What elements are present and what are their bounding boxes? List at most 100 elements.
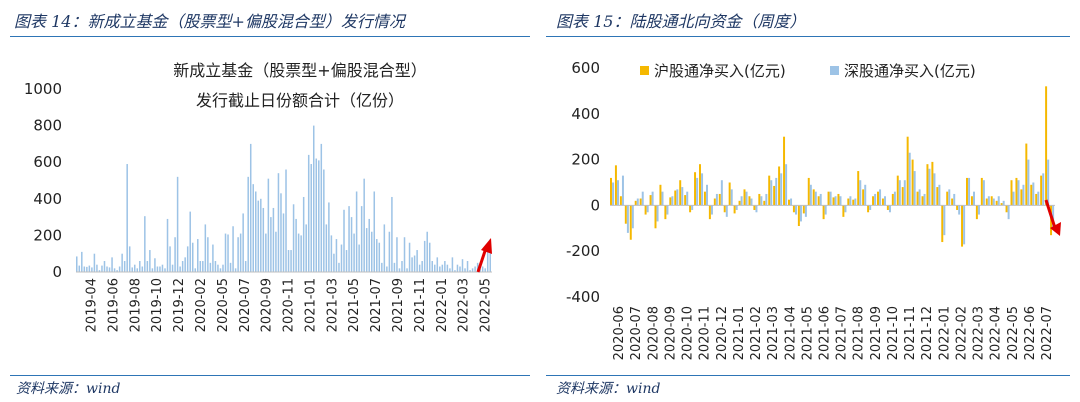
bar xyxy=(103,261,106,272)
x-tick-label: 2020-08 xyxy=(646,306,661,360)
sh-bar xyxy=(1020,189,1023,206)
bar xyxy=(330,235,333,272)
sh-bar xyxy=(788,199,790,206)
sh-bar xyxy=(659,184,662,206)
bar xyxy=(96,264,98,272)
sz-bar xyxy=(869,205,872,210)
sz-bar xyxy=(879,189,882,206)
bar xyxy=(474,266,476,272)
sh-bar xyxy=(822,205,825,220)
sh-bar xyxy=(753,205,756,210)
sh-bar xyxy=(857,171,860,206)
y-tick-label: 800 xyxy=(33,117,62,135)
bar xyxy=(154,258,156,272)
bar xyxy=(378,242,381,272)
sh-bar xyxy=(956,205,959,210)
sz-bar xyxy=(918,189,921,206)
bar xyxy=(365,228,368,272)
sz-bar xyxy=(691,205,694,210)
sz-bar xyxy=(799,205,802,222)
bar xyxy=(78,265,81,272)
sz-bar xyxy=(829,191,832,206)
legend-swatch xyxy=(830,66,839,75)
sz-bar xyxy=(854,198,857,206)
sz-bar xyxy=(720,180,723,206)
sz-bar xyxy=(725,205,728,217)
bar xyxy=(123,261,126,272)
sz-bar xyxy=(676,189,679,206)
sz-bar xyxy=(795,205,797,215)
y-tick-label: 1000 xyxy=(24,80,62,98)
bar xyxy=(287,250,290,272)
sh-bar xyxy=(748,196,751,206)
bar xyxy=(171,264,174,272)
bar xyxy=(118,266,121,272)
sh-bar xyxy=(733,205,736,214)
bar xyxy=(449,268,451,272)
sz-bar xyxy=(844,205,847,213)
bar xyxy=(255,191,257,272)
bar xyxy=(249,143,252,272)
bar xyxy=(350,217,353,272)
sz-bar xyxy=(750,198,753,206)
legend-label: 深股通净买入(亿元) xyxy=(844,62,976,80)
sz-bar xyxy=(706,184,708,206)
sz-bar xyxy=(809,184,812,206)
sh-bar xyxy=(817,196,820,206)
bar xyxy=(146,261,149,272)
sh-bar xyxy=(852,199,855,206)
sh-bar xyxy=(768,175,771,206)
sz-bar xyxy=(963,205,966,245)
bar xyxy=(214,261,217,272)
bar xyxy=(370,231,373,272)
bar xyxy=(398,268,401,272)
bar xyxy=(262,207,265,272)
sh-bar xyxy=(985,198,988,206)
bar xyxy=(383,224,386,272)
sz-bar xyxy=(651,191,654,206)
x-tick-label: 2021-01 xyxy=(303,278,318,332)
sz-bar xyxy=(884,196,886,206)
sh-bar xyxy=(1010,180,1013,206)
bar xyxy=(381,262,383,272)
sh-bar xyxy=(1040,175,1043,206)
x-tick-label: 2022-03 xyxy=(457,278,472,332)
bar xyxy=(476,262,479,272)
x-tick-label: 2020-10 xyxy=(681,306,696,360)
sh-bar xyxy=(614,165,617,206)
sz-bar xyxy=(671,196,674,206)
sh-bar xyxy=(802,205,805,214)
bar xyxy=(244,261,247,272)
bar xyxy=(76,256,78,272)
sz-bar xyxy=(834,196,837,206)
trend-arrow-head xyxy=(481,238,492,254)
bar xyxy=(396,237,398,272)
bar xyxy=(280,193,282,272)
sz-bar xyxy=(775,177,778,206)
sh-bar xyxy=(758,193,761,206)
x-tick-label: 2022-05 xyxy=(1006,306,1021,360)
sz-bar xyxy=(893,191,896,206)
bar xyxy=(260,198,262,272)
bar xyxy=(91,267,93,272)
bar xyxy=(275,231,277,272)
bar xyxy=(335,239,338,272)
bar xyxy=(292,204,295,272)
legend-label: 沪股通净买入(亿元) xyxy=(654,62,786,80)
bar xyxy=(242,213,244,272)
left-panel-title: 图表 14：新成立基金（股票型+偏股混合型）发行情况 xyxy=(14,12,405,31)
bar xyxy=(393,262,396,272)
sz-bar xyxy=(715,193,718,206)
sh-bar xyxy=(610,177,612,206)
y-tick-label: 400 xyxy=(571,105,600,123)
sh-bar xyxy=(728,182,731,206)
bar xyxy=(305,224,307,272)
sh-bar xyxy=(699,164,701,206)
right-source-rule xyxy=(546,375,1070,376)
bar xyxy=(176,176,179,272)
sh-bar xyxy=(634,200,637,206)
bar xyxy=(209,262,212,272)
x-tick-label: 2022-05 xyxy=(479,278,494,332)
bar xyxy=(434,264,436,272)
